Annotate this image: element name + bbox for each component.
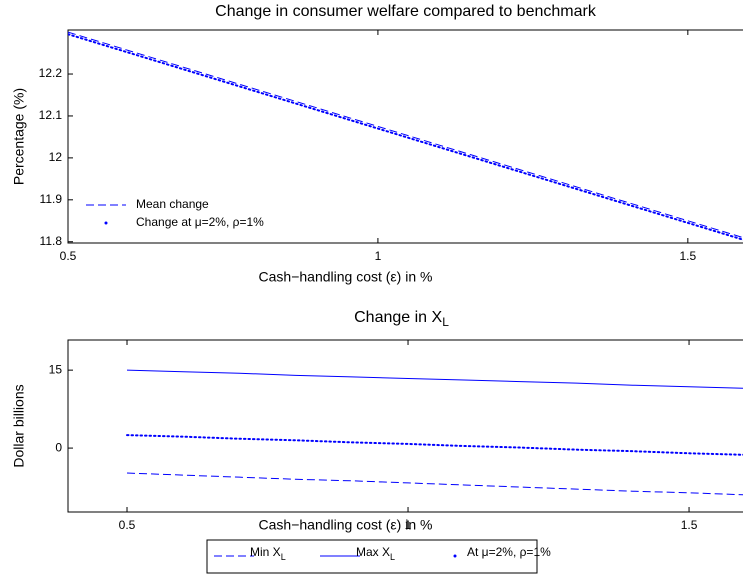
chart-title: Change in XL bbox=[354, 309, 449, 329]
x-tick-label: 0.5 bbox=[60, 249, 77, 263]
x-axis-label: Cash−handling cost (ε) in % bbox=[259, 517, 433, 533]
legend-label: At μ=2%, ρ=1% bbox=[467, 545, 551, 559]
x-tick-label: 1.5 bbox=[679, 249, 696, 263]
y-tick-label: 11.9 bbox=[40, 192, 63, 206]
legend-label-main: Mean change bbox=[136, 197, 209, 211]
legend-box bbox=[206, 539, 538, 574]
y-tick-label: 12.2 bbox=[39, 66, 63, 80]
legend-label: Max XL bbox=[356, 545, 395, 562]
legend-label: Change at μ=2%, ρ=1% bbox=[136, 215, 264, 229]
series-line bbox=[68, 31, 743, 239]
y-tick-label: 0 bbox=[55, 440, 62, 454]
x-tick-label: 1.5 bbox=[681, 518, 698, 532]
y-axis-label: Dollar billions bbox=[11, 384, 27, 467]
legend-label: Mean change bbox=[136, 197, 209, 211]
chart-title-sub: L bbox=[442, 315, 449, 329]
y-tick-label: 12 bbox=[49, 150, 63, 164]
series-line bbox=[126, 472, 743, 496]
y-tick-label: 15 bbox=[49, 362, 63, 376]
y-axis-label: Percentage (%) bbox=[11, 88, 27, 185]
series-line bbox=[126, 369, 743, 389]
legend-label-sub: L bbox=[281, 552, 286, 562]
legend-swatch bbox=[104, 221, 108, 225]
series-line bbox=[68, 33, 743, 241]
x-tick-label: 1 bbox=[405, 518, 412, 532]
legend-label-main: At μ=2%, ρ=1% bbox=[467, 545, 551, 559]
y-tick-label: 12.1 bbox=[39, 108, 63, 122]
x-axis-label: Cash−handling cost (ε) in % bbox=[259, 269, 433, 285]
chart-title-main: Change in X bbox=[354, 309, 442, 326]
legend-label: Min XL bbox=[250, 545, 286, 562]
x-tick-label: 0.5 bbox=[119, 518, 136, 532]
legend-label-main: Min X bbox=[250, 545, 281, 559]
x-tick-label: 1 bbox=[375, 249, 382, 263]
legend-swatch bbox=[453, 554, 457, 558]
y-tick-label: 11.8 bbox=[40, 234, 63, 248]
plot-area bbox=[67, 339, 743, 513]
series-line bbox=[126, 434, 743, 456]
legend-label-main: Change at μ=2%, ρ=1% bbox=[136, 215, 264, 229]
legend-label-main: Max X bbox=[356, 545, 390, 559]
chart-title: Change in consumer welfare compared to b… bbox=[215, 3, 597, 20]
legend-label-sub: L bbox=[390, 552, 395, 562]
